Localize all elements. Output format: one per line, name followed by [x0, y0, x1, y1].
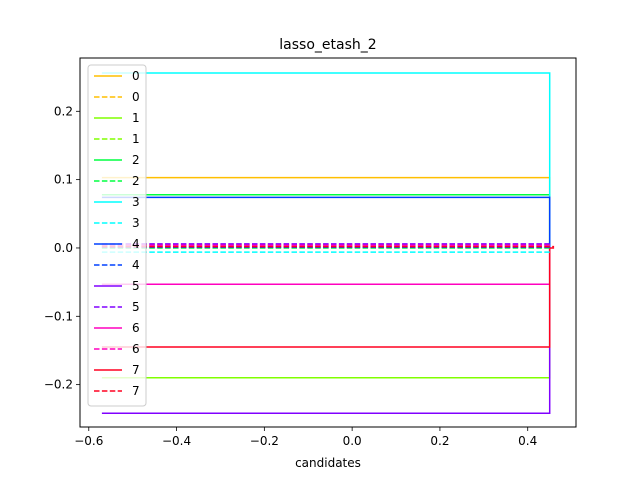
series-line-3	[101, 72, 551, 248]
x-tick-label: −0.2	[250, 434, 279, 448]
x-axis: −0.6 −0.4 −0.2 0.0 0.2 0.4	[74, 427, 537, 448]
y-tick-label: −0.1	[44, 309, 73, 323]
x-tick-label: −0.4	[162, 434, 191, 448]
y-tick-label: 0.1	[54, 173, 73, 187]
y-tick-label: 0.2	[54, 104, 73, 118]
x-tick-label: 0.4	[518, 434, 537, 448]
legend-label: 7	[132, 363, 140, 377]
x-tick-label: 0.0	[343, 434, 362, 448]
legend-label: 4	[132, 258, 140, 272]
legend-label: 7	[132, 384, 140, 398]
legend-label: 5	[132, 279, 140, 293]
legend-label: 1	[132, 132, 140, 146]
series-line-2	[101, 193, 551, 248]
y-tick-label: 0.0	[54, 241, 73, 255]
legend-label: 6	[132, 321, 140, 335]
series-line-6	[101, 248, 551, 285]
series-line-1	[101, 248, 551, 379]
series-line-4	[101, 196, 551, 248]
legend-label: 0	[132, 69, 140, 83]
legend-label: 3	[132, 195, 140, 209]
legend: 0 0 1 1 2 2 3 3 4 4 5 5 6 6 7 7	[87, 64, 147, 407]
x-tick-label: −0.6	[74, 434, 103, 448]
legend-label: 2	[132, 174, 140, 188]
plot-area	[101, 72, 555, 415]
series-line-5	[101, 248, 551, 415]
legend-label: 3	[132, 216, 140, 230]
series-line-0	[101, 176, 551, 248]
legend-label: 6	[132, 342, 140, 356]
legend-label: 2	[132, 153, 140, 167]
legend-label: 1	[132, 111, 140, 125]
x-tick-label: 0.2	[430, 434, 449, 448]
legend-label: 0	[132, 90, 140, 104]
y-axis: −0.2 −0.1 0.0 0.1 0.2	[44, 104, 80, 392]
legend-label: 5	[132, 300, 140, 314]
y-tick-label: −0.2	[44, 378, 73, 392]
x-axis-label: candidates	[295, 456, 361, 470]
axes-frame	[79, 57, 577, 428]
legend-box	[87, 64, 147, 407]
legend-label: 4	[132, 237, 140, 251]
chart-title: lasso_etash_2	[279, 37, 376, 53]
series-line-7	[101, 247, 555, 348]
